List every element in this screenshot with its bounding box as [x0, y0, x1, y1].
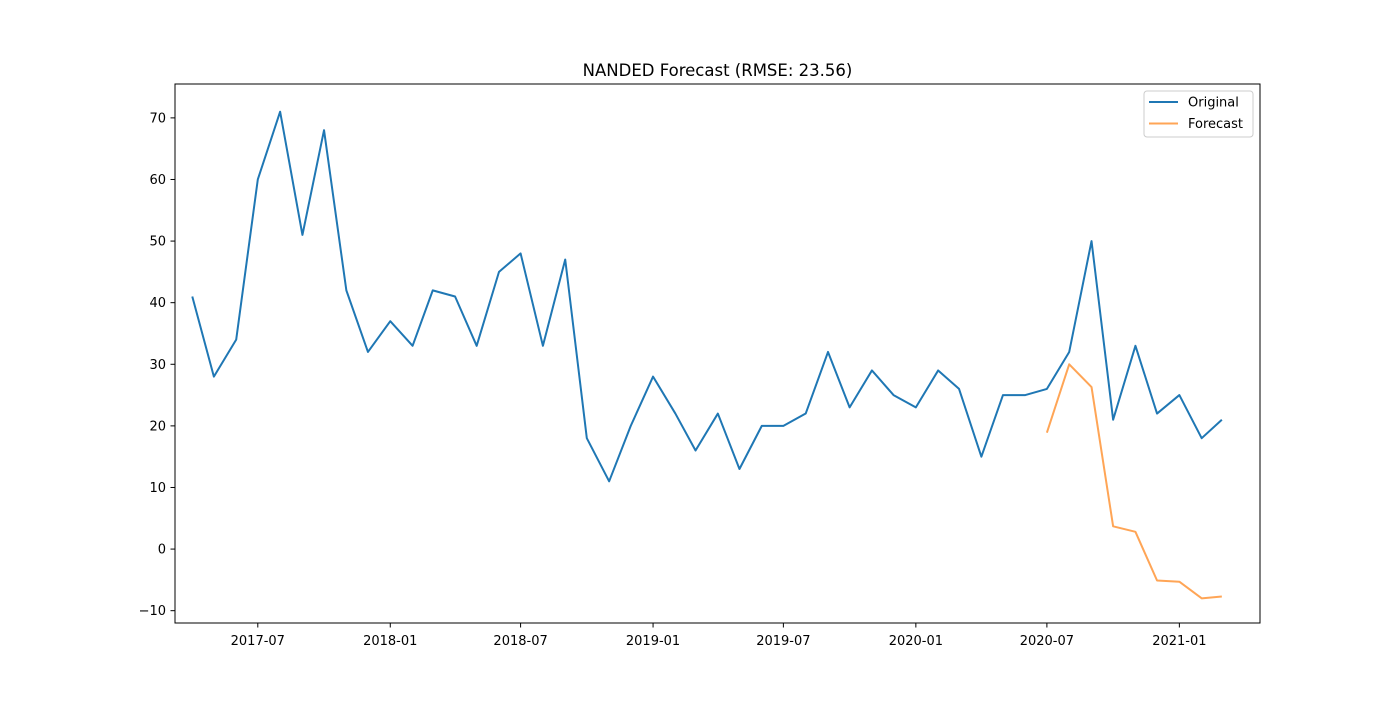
series-line-forecast [1045, 363, 1222, 600]
y-tick-label: 30 [149, 358, 166, 373]
x-tick-label: 2019-01 [626, 634, 680, 649]
legend-label-forecast: Forecast [1188, 117, 1243, 132]
series-layer [191, 110, 1223, 600]
x-tick-label: 2018-01 [363, 634, 417, 649]
y-tick-label: 70 [149, 111, 166, 126]
chart-title: NANDED Forecast (RMSE: 23.56) [583, 61, 853, 80]
y-tick-label: 50 [149, 235, 166, 250]
x-tick-label: 2021-01 [1152, 634, 1206, 649]
y-tick-label: 40 [149, 296, 166, 311]
axes-layer: −10 0 10 20 30 40 50 60 70 2017-07 2018-01 2018-07 2… [139, 83, 1261, 649]
series-line-original [191, 110, 1223, 483]
legend: Original Forecast [1143, 90, 1254, 138]
x-tick-label: 2017-07 [231, 634, 285, 649]
legend-label-original: Original [1188, 96, 1239, 111]
y-tick-label: 10 [149, 481, 166, 496]
x-tick-label: 2020-07 [1020, 634, 1074, 649]
y-tick-label: 60 [149, 173, 166, 188]
y-tick-label: 0 [158, 543, 166, 558]
y-tick-label: 20 [149, 419, 166, 434]
y-tick-label: −10 [139, 604, 166, 619]
x-tick-label: 2019-07 [756, 634, 810, 649]
plot-frame [174, 83, 1261, 624]
x-tick-label: 2020-01 [889, 634, 943, 649]
x-tick-label: 2018-07 [493, 634, 547, 649]
